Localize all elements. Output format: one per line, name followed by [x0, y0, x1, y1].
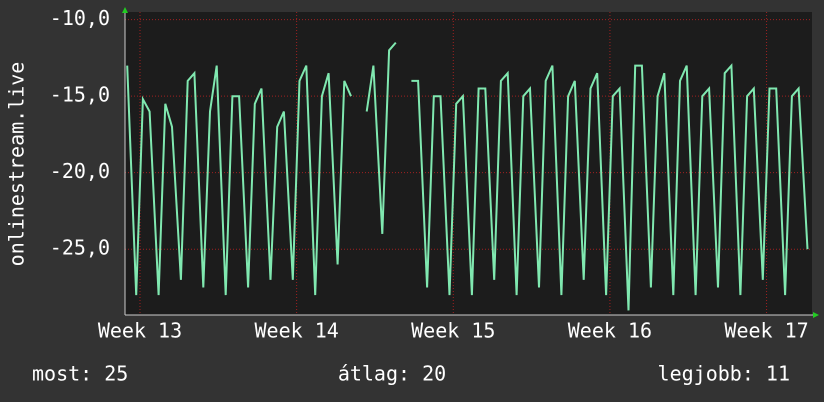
x-tick-label: Week 14 [254, 319, 338, 343]
data-line [126, 41, 809, 311]
x-tick-label: Week 16 [568, 319, 652, 343]
footer-average: átlag: 20 [338, 362, 446, 386]
y-tick-label: -10,0 [50, 6, 110, 30]
y-tick-label: -25,0 [50, 236, 110, 260]
x-tick-label: Week 13 [98, 319, 182, 343]
plot-area [125, 12, 812, 315]
y-axis-label: onlinestream.live [5, 62, 29, 267]
footer-best: legjobb: 11 [658, 362, 790, 386]
footer-current: most: 25 [32, 362, 128, 386]
x-tick-label: Week 15 [411, 319, 495, 343]
axis-arrow [122, 7, 128, 13]
marks [126, 41, 809, 311]
y-tick-label: -20,0 [50, 159, 110, 183]
x-tick-label: Week 17 [724, 319, 808, 343]
y-tick-label: -15,0 [50, 83, 110, 107]
axis-arrow [813, 312, 819, 318]
